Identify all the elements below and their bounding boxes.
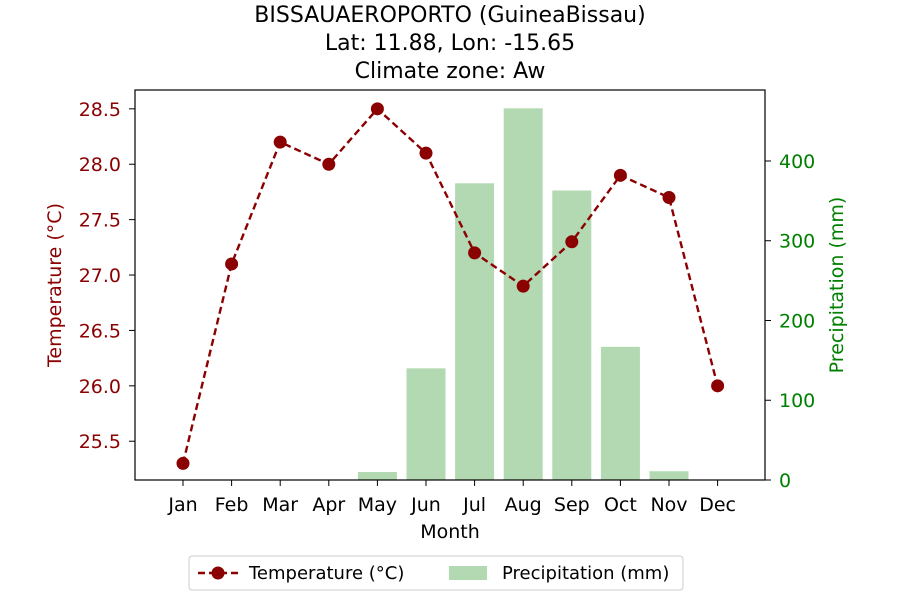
precip-bar-jul <box>455 183 495 481</box>
x-tick-label-jun: Jun <box>410 494 441 516</box>
legend-precipitation-label: Precipitation (mm) <box>502 563 669 584</box>
legend-box <box>188 555 684 591</box>
temp-point-nov <box>662 190 676 204</box>
precip-bar-oct <box>600 346 640 480</box>
right-tick-label: 300 <box>779 231 815 253</box>
right-tick-label: 100 <box>779 390 815 412</box>
temp-point-oct <box>613 168 627 182</box>
right-tick-label: 200 <box>779 310 815 332</box>
left-tick-label: 27.5 <box>79 210 121 232</box>
x-tick-label-aug: Aug <box>505 494 542 516</box>
left-tick-label: 27.0 <box>79 265 121 287</box>
x-tick-label-jan: Jan <box>167 494 197 516</box>
left-tick-label: 26.0 <box>79 376 121 398</box>
temp-point-mar <box>273 135 287 149</box>
chart-title-line-3: Climate zone: Aw <box>355 59 546 84</box>
chart-title-line-1: BISSAUAEROPORTO (GuineaBissau) <box>254 3 645 28</box>
precip-bar-nov <box>649 471 689 480</box>
legend-temperature-marker <box>211 566 225 580</box>
plot-frame <box>134 89 766 481</box>
x-tick-label-sep: Sep <box>554 494 590 516</box>
precip-bar-aug <box>503 108 543 480</box>
temp-point-may <box>370 102 384 116</box>
legend: Temperature (°C) Precipitation (mm) <box>188 555 684 591</box>
right-tick-label: 400 <box>779 151 815 173</box>
left-tick-label: 28.5 <box>79 99 121 121</box>
x-tick-label-oct: Oct <box>604 494 637 516</box>
temp-point-jul <box>468 246 482 260</box>
x-tick-label-nov: Nov <box>650 494 687 516</box>
temp-point-jan <box>176 456 190 470</box>
x-axis-ticks: Jan Feb Mar Apr May Jun Jul Aug Sep Oct Nov Dec <box>167 480 736 516</box>
temperature-line-layer <box>176 102 725 470</box>
precip-bar-jun <box>406 368 446 480</box>
temp-point-feb <box>225 257 239 271</box>
chart-title-line-2: Lat: 11.88, Lon: -15.65 <box>325 31 575 56</box>
right-tick-label: 0 <box>779 470 791 492</box>
y-right-axis-label: Precipitation (mm) <box>826 197 848 374</box>
temp-point-apr <box>322 157 336 171</box>
precipitation-bars <box>357 108 689 481</box>
temperature-line <box>181 107 719 464</box>
x-tick-label-mar: Mar <box>262 494 298 516</box>
left-tick-label: 25.5 <box>79 431 121 453</box>
right-axis-ticks: 0 100 200 300 400 <box>765 151 815 492</box>
temp-point-sep <box>565 235 579 249</box>
precip-bar-sep <box>552 190 592 481</box>
legend-precipitation-swatch <box>449 566 487 580</box>
y-left-axis-label: Temperature (°C) <box>44 203 66 368</box>
x-tick-label-feb: Feb <box>215 494 249 516</box>
x-tick-label-apr: Apr <box>312 494 345 516</box>
precip-bar-may <box>357 472 397 480</box>
legend-temperature-label: Temperature (°C) <box>248 563 404 584</box>
x-tick-label-may: May <box>358 494 397 516</box>
left-tick-label: 28.0 <box>79 154 121 176</box>
left-tick-label: 26.5 <box>79 320 121 342</box>
temp-point-aug <box>516 279 530 293</box>
x-tick-label-jul: Jul <box>462 494 486 516</box>
temp-point-jun <box>419 146 433 160</box>
x-tick-label-dec: Dec <box>699 494 736 516</box>
temp-point-dec <box>711 379 725 393</box>
x-axis-label: Month <box>420 521 480 543</box>
left-axis-ticks: 25.5 26.0 26.5 27.0 27.5 28.0 28.5 <box>79 99 135 453</box>
